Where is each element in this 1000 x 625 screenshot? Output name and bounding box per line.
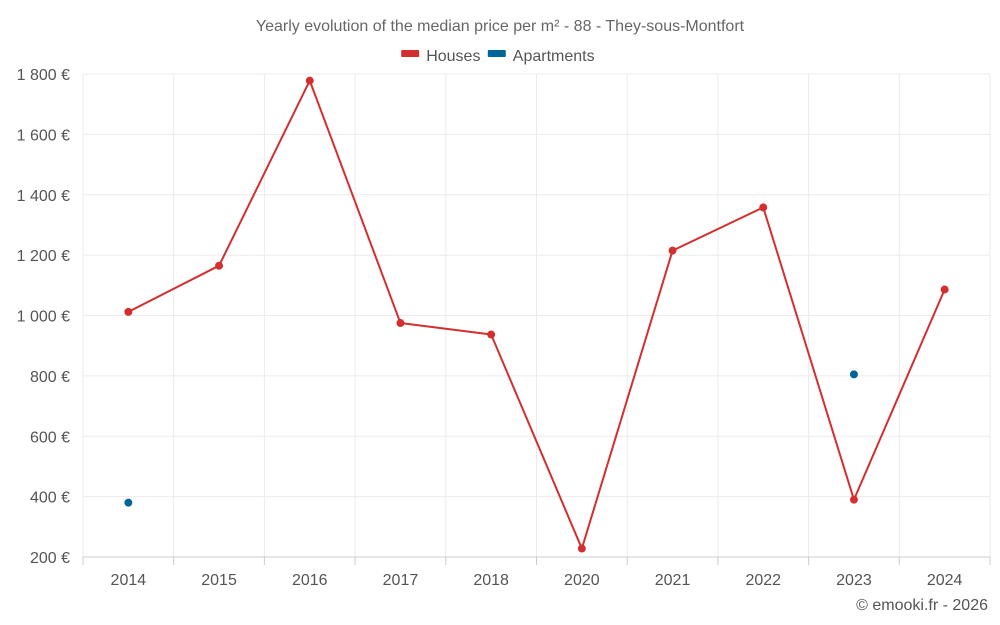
y-tick-label: 600 €	[30, 429, 70, 446]
data-point-houses[interactable]	[487, 330, 496, 339]
x-tick-label: 2024	[927, 572, 963, 589]
series-line-houses	[127, 79, 946, 550]
legend-label-apartments[interactable]: Apartments	[513, 48, 595, 65]
x-tick-label: 2015	[201, 572, 237, 589]
legend-swatch-houses	[401, 50, 420, 57]
x-tick-label: 2022	[745, 572, 781, 589]
chart-title: Yearly evolution of the median price per…	[256, 18, 745, 35]
x-tick-label: 2020	[564, 572, 600, 589]
y-tick-label: 1 800 €	[17, 67, 70, 84]
data-point-houses[interactable]	[396, 319, 405, 328]
x-tick-label: 2023	[836, 572, 872, 589]
y-tick-label: 1 000 €	[17, 309, 70, 326]
y-tick-label: 800 €	[30, 369, 70, 386]
y-tick-label: 1 200 €	[17, 248, 70, 265]
x-tick-label: 2016	[292, 572, 328, 589]
legend-label-houses[interactable]: Houses	[426, 48, 480, 65]
data-point-houses[interactable]	[124, 307, 133, 316]
data-point-houses[interactable]	[940, 285, 949, 294]
x-tick-label: 2018	[473, 572, 509, 589]
legend: Houses Apartments	[401, 48, 595, 65]
y-tick-label: 1 400 €	[17, 188, 70, 205]
data-point-apartments[interactable]	[849, 370, 858, 379]
data-point-houses[interactable]	[215, 261, 224, 270]
gridlines	[82, 73, 991, 557]
data-point-apartments[interactable]	[124, 498, 133, 507]
data-point-houses[interactable]	[759, 203, 768, 212]
y-tick-label: 1 600 €	[17, 127, 70, 144]
series	[124, 76, 949, 553]
x-tick-label: 2021	[655, 572, 691, 589]
data-point-houses[interactable]	[305, 76, 314, 85]
credit-text: © emooki.fr - 2026	[856, 597, 988, 614]
legend-swatch-apartments	[487, 50, 506, 57]
data-point-houses[interactable]	[577, 544, 586, 553]
y-axis: 200 € 400 € 600 € 800 € 1 000 € 1 200 € 1 400 …	[17, 67, 70, 567]
x-tick-label: 2017	[383, 572, 419, 589]
data-point-houses[interactable]	[668, 246, 677, 255]
data-point-houses[interactable]	[849, 495, 858, 504]
y-tick-label: 400 €	[30, 490, 70, 507]
x-axis: 2014 2015 2016 2017 2018 2020 2021 2022 2023 2024	[82, 556, 991, 589]
x-tick-label: 2014	[111, 572, 147, 589]
y-tick-label: 200 €	[30, 550, 70, 567]
